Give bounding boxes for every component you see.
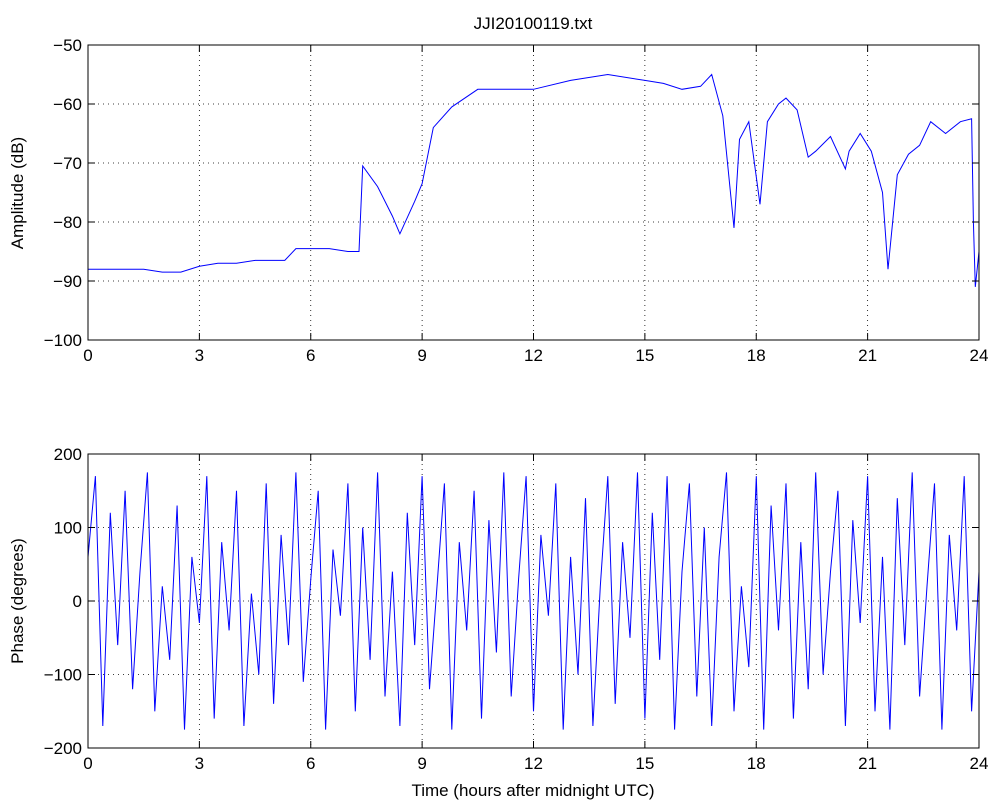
- phase-axes: 0 3 6 9 12 15 18 21 24 −200 −100 0 100 200: [44, 445, 989, 773]
- phase-ticks: 0 3 6 9 12 15 18 21 24 −200 −100 0 100 200: [44, 445, 989, 773]
- y-tick-label: −60: [53, 95, 82, 114]
- phase-series-line: [87, 472, 980, 730]
- amplitude-y-label: Amplitude (dB): [8, 137, 27, 249]
- y-tick-label: −70: [53, 154, 82, 173]
- x-tick-label: 15: [635, 754, 654, 773]
- chart-title: JJI20100119.txt: [474, 14, 593, 33]
- x-tick-label: 9: [417, 346, 426, 365]
- amplitude-ticks: 0 3 6 9 12 15 18 21 24 −100 −90 −80 −70 −60 −50: [44, 36, 989, 365]
- y-tick-label: −50: [53, 36, 82, 55]
- y-tick-label: −100: [44, 331, 82, 350]
- x-tick-label: 15: [635, 346, 654, 365]
- x-tick-label: 18: [747, 346, 766, 365]
- x-tick-label: 21: [858, 346, 877, 365]
- x-tick-label: 12: [524, 754, 543, 773]
- x-tick-label: 21: [858, 754, 877, 773]
- amplitude-axes: 0 3 6 9 12 15 18 21 24 −100 −90 −80 −70 −60 −50: [44, 36, 989, 365]
- phase-y-label: Phase (degrees): [8, 538, 27, 664]
- amplitude-series-line: [88, 73, 980, 287]
- x-tick-label: 6: [306, 346, 315, 365]
- y-tick-label: −200: [44, 739, 82, 758]
- y-tick-label: 200: [54, 445, 82, 464]
- x-tick-label: 12: [524, 346, 543, 365]
- x-tick-label: 0: [83, 346, 92, 365]
- x-tick-label: 24: [970, 754, 989, 773]
- y-tick-label: 100: [54, 519, 82, 538]
- y-tick-label: −80: [53, 213, 82, 232]
- x-tick-label: 6: [306, 754, 315, 773]
- x-tick-label: 9: [417, 754, 426, 773]
- x-tick-label: 0: [83, 754, 92, 773]
- amplitude-grid: [88, 45, 979, 340]
- x-tick-label: 24: [970, 346, 989, 365]
- y-tick-label: −100: [44, 666, 82, 685]
- x-tick-label: 3: [195, 754, 204, 773]
- y-tick-label: 0: [73, 592, 82, 611]
- x-tick-label: 3: [195, 346, 204, 365]
- y-tick-label: −90: [53, 272, 82, 291]
- x-tick-label: 18: [747, 754, 766, 773]
- time-x-label: Time (hours after midnight UTC): [411, 781, 654, 800]
